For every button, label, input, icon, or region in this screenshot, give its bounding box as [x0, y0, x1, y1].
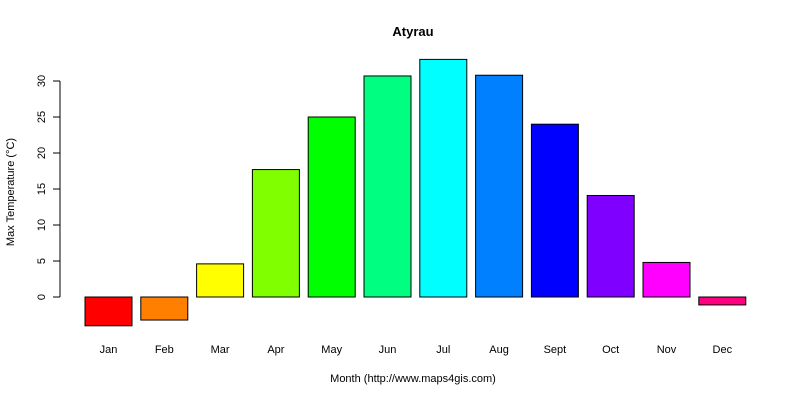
- y-tick-label: 30: [36, 75, 48, 87]
- x-tick-label: Jul: [436, 344, 450, 356]
- bar-may: [307, 116, 356, 298]
- bar-dec: [698, 296, 747, 306]
- x-tick-label: Dec: [713, 344, 733, 356]
- bar-sept: [530, 123, 579, 298]
- x-axis-label: Month (http://www.maps4gis.com): [330, 373, 496, 385]
- y-tick-label: 25: [36, 111, 48, 123]
- x-tick-label: Jan: [100, 344, 118, 356]
- y-tick-label: 10: [36, 219, 48, 231]
- x-tick-label: Mar: [211, 344, 230, 356]
- bar-jan: [84, 296, 133, 327]
- y-axis-label: Max Temperature (°C): [5, 138, 17, 246]
- chart-title: Atyrau: [392, 24, 433, 39]
- y-axis: 0 5 10 15 20 25 30: [36, 75, 61, 300]
- x-tick-label: Sept: [544, 344, 567, 356]
- x-tick-label: Jun: [379, 344, 397, 356]
- bar-mar: [196, 263, 245, 298]
- bar-oct: [586, 194, 635, 298]
- x-tick-label: Nov: [657, 344, 677, 356]
- x-tick-label: Apr: [267, 344, 284, 356]
- y-tick-label: 15: [36, 183, 48, 195]
- bar-jun: [363, 75, 412, 298]
- bar-apr: [251, 169, 300, 298]
- x-tick-label: May: [321, 344, 342, 356]
- bar-aug: [475, 74, 524, 298]
- x-tick-label: Oct: [602, 344, 619, 356]
- bars-group: [84, 58, 747, 327]
- bar-nov: [642, 261, 691, 298]
- x-tick-label: Aug: [489, 344, 509, 356]
- y-tick-label: 0: [36, 294, 48, 300]
- bar-jul: [419, 58, 468, 298]
- y-tick-label: 20: [36, 147, 48, 159]
- x-tick-label: Feb: [155, 344, 174, 356]
- x-tick-labels: Jan Feb Mar Apr May Jun Jul Aug Sept Oct Nov Dec: [100, 344, 733, 356]
- bar-feb: [140, 296, 189, 321]
- y-tick-label: 5: [36, 258, 48, 264]
